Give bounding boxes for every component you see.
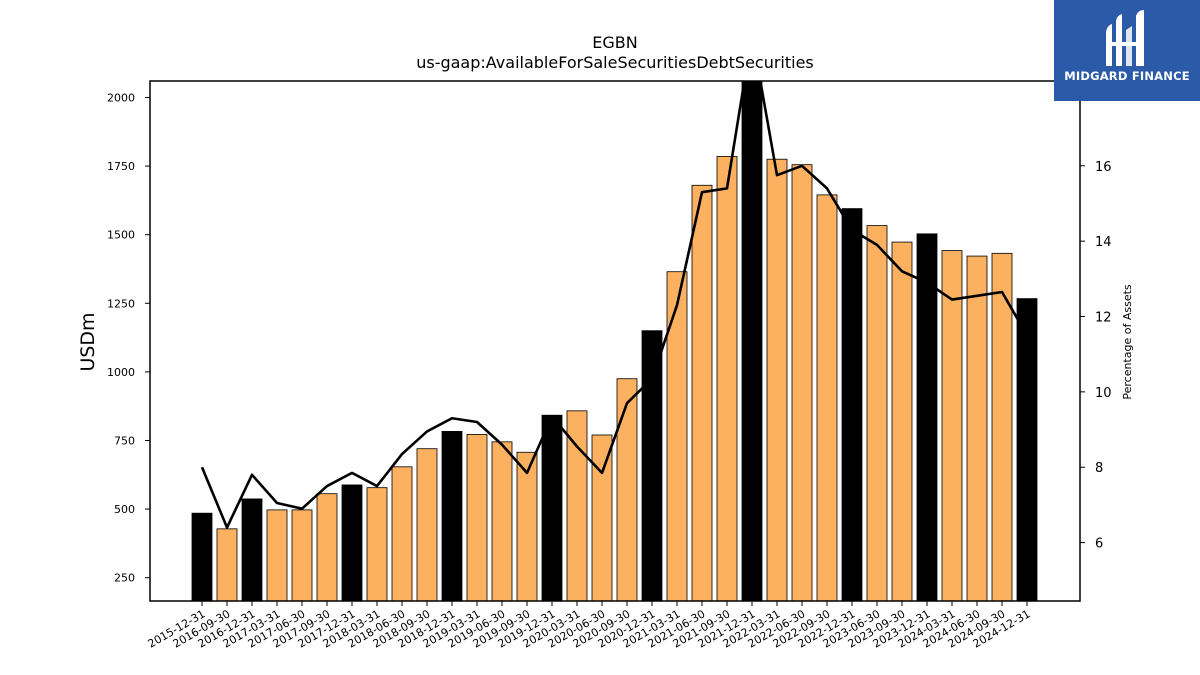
y-axis-label: USDm [77, 312, 99, 371]
y-tick-label: 750 [114, 434, 135, 447]
y2-tick-label: 14 [1095, 235, 1112, 250]
bar-2021-06-30 [691, 184, 713, 601]
bar-2020-03-31 [566, 410, 588, 601]
line-series [200, 81, 1029, 529]
y-axis-ticks: 250 500 750 1000 1250 1500 1750 2000 [107, 91, 150, 585]
bar-2020-09-30 [616, 378, 638, 601]
y-tick-label: 500 [114, 503, 135, 516]
y-tick-label: 1500 [107, 229, 135, 242]
logo-text: MIDGARD FINANCE [1064, 69, 1190, 83]
bar-2018-09-30 [416, 448, 438, 601]
bar-2024-09-30 [991, 252, 1013, 601]
x-axis-ticks: 2015-12-312016-09-302016-12-312017-03-31… [146, 601, 1033, 651]
y-tick-label: 1750 [107, 160, 135, 173]
bar-2024-12-31 [1016, 298, 1038, 601]
bar-2021-03-31 [666, 271, 688, 601]
bar-2016-09-30 [216, 528, 238, 601]
y-tick-label: 1000 [107, 366, 135, 379]
bar-2020-12-31 [641, 330, 663, 601]
bar-2015-12-31 [191, 512, 213, 601]
percentage-line [200, 81, 1029, 529]
bar-series [191, 81, 1038, 601]
bar-2021-09-30 [716, 156, 738, 601]
bar-2017-06-30 [291, 509, 313, 601]
y-tick-label: 250 [114, 572, 135, 585]
plot-frame [149, 80, 1081, 602]
y2-axis-ticks: 6 8 10 12 14 16 [1080, 160, 1112, 552]
bar-2019-03-31 [466, 434, 488, 601]
bar-2019-09-30 [516, 451, 538, 601]
y2-tick-label: 12 [1095, 311, 1112, 326]
bar-2021-12-31 [741, 81, 763, 601]
bar-2022-06-30 [791, 164, 813, 601]
bar-2024-03-31 [941, 250, 963, 601]
brand-logo: MIDGARD FINANCE [1054, 0, 1200, 101]
bar-2022-03-31 [766, 158, 788, 601]
bar-2018-12-31 [441, 431, 463, 601]
bar-2024-06-30 [966, 255, 988, 601]
bar-2022-09-30 [816, 194, 838, 601]
bar-2023-09-30 [891, 241, 913, 601]
bar-2019-06-30 [491, 441, 513, 601]
logo-icon [1106, 10, 1144, 66]
y-tick-label: 1250 [107, 297, 135, 310]
y2-tick-label: 10 [1095, 386, 1112, 401]
bar-2018-06-30 [391, 466, 413, 601]
bar-2017-09-30 [316, 493, 338, 601]
y2-tick-label: 6 [1095, 537, 1103, 552]
bar-2018-03-31 [366, 487, 388, 601]
bar-2023-06-30 [866, 225, 888, 601]
bar-2017-12-31 [341, 484, 363, 601]
bar-2023-12-31 [916, 233, 938, 601]
y2-tick-label: 16 [1095, 160, 1112, 175]
y2-tick-label: 8 [1095, 461, 1103, 476]
bar-2022-12-31 [841, 208, 863, 601]
y-tick-label: 2000 [107, 91, 135, 104]
bar-2019-12-31 [541, 414, 563, 601]
chart-subtitle: us-gaap:AvailableForSaleSecuritiesDebtSe… [416, 53, 814, 72]
y2-axis-label: Percentage of Assets [1121, 284, 1134, 400]
bar-2017-03-31 [266, 509, 288, 601]
chart-title: EGBN [592, 33, 637, 52]
bar-2016-12-31 [241, 498, 263, 601]
axes [149, 80, 1081, 602]
bar-2020-06-30 [591, 434, 613, 601]
